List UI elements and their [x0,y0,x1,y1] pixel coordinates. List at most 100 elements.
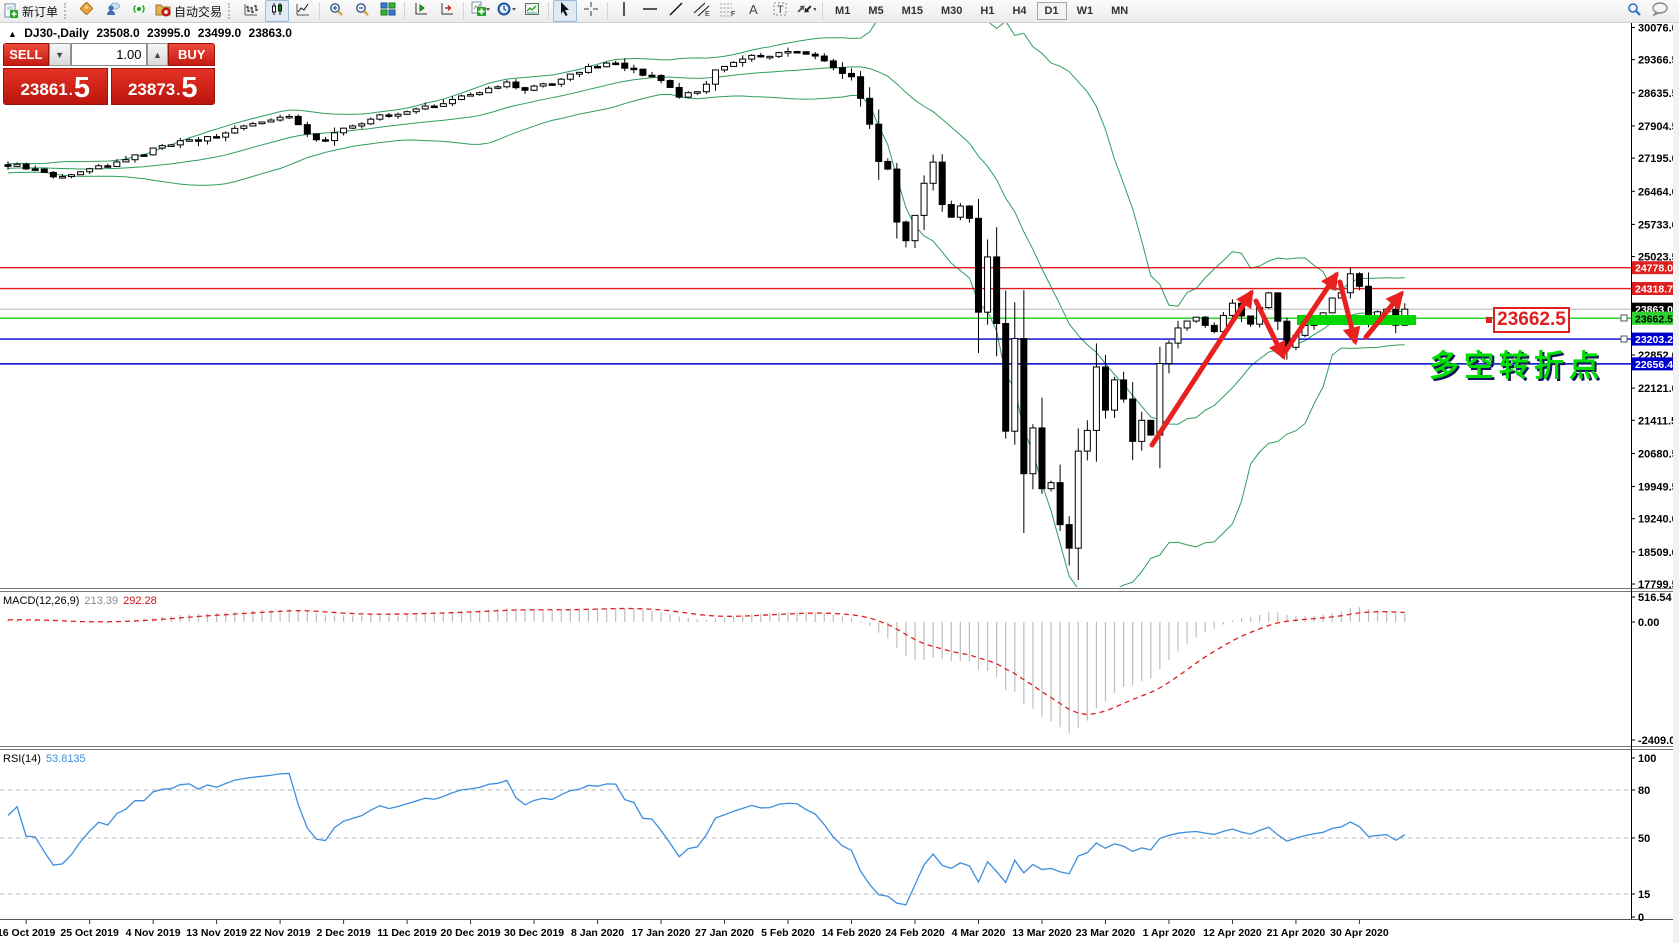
bar-chart-icon [243,1,259,22]
autotrading-button[interactable]: 自动交易 [153,0,224,22]
zoom-in-icon [328,1,344,22]
autotrading-label: 自动交易 [174,4,223,19]
timeframe-H1[interactable]: H1 [980,5,995,17]
timeframe-M5[interactable]: M5 [868,5,884,17]
macd-signal-value: 292.28 [123,595,157,607]
candlestick-chart-button[interactable] [265,0,290,22]
date-axis[interactable]: 16 Oct 2019 25 Oct 2019 4 Nov 2019 13 Nov 2… [0,920,1389,939]
new-order-button[interactable]: 新订单 [1,0,60,22]
fibonacci-icon: F [719,1,737,22]
support-bar[interactable] [1297,315,1416,325]
zoom-out-button[interactable] [350,0,374,22]
date-label: 22 Nov 2019 [250,927,311,939]
cursor-button[interactable] [553,0,578,22]
bar-low: 23499.0 [197,26,242,40]
timeframe-H4[interactable]: H4 [1012,5,1027,17]
sell-price-panel[interactable]: 23861 . 5 [3,68,108,105]
svg-text:24318.7: 24318.7 [1635,284,1673,296]
volume-input[interactable] [70,43,147,66]
templates-button[interactable] [520,0,544,22]
signal-icon [131,1,147,22]
macd-axis[interactable]: 516.54 0.00 -2409.06 [1631,592,1679,747]
arrows-button[interactable] [794,0,818,22]
svg-text:T: T [777,4,784,16]
periods-button[interactable] [494,0,518,22]
timeframe-M30[interactable]: M30 [941,5,963,17]
bar-high: 23995.0 [147,26,191,40]
timeframe-D1[interactable]: D1 [1036,2,1067,20]
chart-shift-button[interactable] [435,0,459,22]
trendline-button[interactable] [664,0,688,22]
price-tag-24318.7 [1632,282,1678,296]
zoom-out-icon [354,1,370,22]
callout-handle[interactable] [1486,317,1492,323]
vertical-line-icon [617,1,631,22]
turning-point-annotation[interactable]: 多空转折点 [1429,350,1604,383]
indicators-button[interactable] [468,0,492,22]
price-tag-23662.5 [1632,311,1678,325]
line-chart-button[interactable] [291,0,315,22]
svg-text:516.54: 516.54 [1638,592,1673,604]
macd-main-value: 213.39 [84,595,119,607]
svg-text:0: 0 [1638,912,1644,924]
toolbar: 新订单 自动交易 [0,0,1679,23]
vertical-line-button[interactable] [612,0,636,22]
svg-text:22656.4: 22656.4 [1635,359,1673,371]
date-label: 16 Oct 2019 [0,927,55,939]
buy-price-panel[interactable]: 23873 . 5 [110,68,215,105]
templates-icon [524,1,540,22]
text-button[interactable]: A [742,0,766,22]
chart-shift-icon [439,1,455,22]
channel-icon: E [693,1,711,22]
object-handles[interactable] [1620,314,1628,343]
date-label: 24 Feb 2020 [885,927,945,939]
horizontal-line-button[interactable] [638,0,662,22]
svg-text:24778.0: 24778.0 [1635,263,1673,275]
date-label: 17 Jan 2020 [632,927,691,939]
date-label: 20 Dec 2019 [440,927,500,939]
svg-text:F: F [731,11,735,17]
trend-arrow-1 [1253,298,1286,361]
rsi-axis[interactable]: 100 80 50 15 0 [1631,753,1656,924]
svg-text:23662.5: 23662.5 [1635,313,1673,325]
volume-up-button[interactable]: ▲ [146,43,169,66]
chat-button[interactable] [1648,0,1672,22]
svg-text:19240.0: 19240.0 [1638,514,1678,526]
timeframe-MN[interactable]: MN [1111,5,1129,17]
text-label-button[interactable]: T [768,0,792,22]
date-label: 13 Nov 2019 [186,927,247,939]
timeframe-W1[interactable]: W1 [1076,5,1094,17]
timeframe-M1[interactable]: M1 [835,5,851,17]
trend-arrows[interactable] [1149,271,1404,448]
market-watch-button[interactable] [75,0,99,22]
signal-button[interactable] [127,0,151,22]
channel-button[interactable]: E [690,0,714,22]
zoom-in-button[interactable] [324,0,348,22]
fibonacci-button[interactable]: F [716,0,740,22]
buy-price-dot: . [176,82,181,99]
price-callout-box[interactable]: 23662.5 [1493,307,1570,333]
sell-button[interactable]: SELL [3,43,49,66]
auto-scroll-button[interactable] [409,0,433,22]
search-button[interactable] [1622,0,1646,22]
price-axis[interactable]: 30076.0 29366.5 28635.5 27904.5 27195.0 26464… [1631,23,1678,592]
buy-button[interactable]: BUY [168,43,215,66]
tile-windows-icon [380,1,396,22]
rsi-label: RSI(14) 53.8135 [3,753,86,765]
svg-text:A: A [749,2,758,17]
periods-icon [496,1,517,22]
bar-chart-button[interactable] [239,0,263,22]
volume-down-button[interactable]: ▼ [48,43,71,66]
crosshair-button[interactable] [579,0,603,22]
bollinger-middle [7,66,1405,425]
timeframe-M15[interactable]: M15 [901,5,923,17]
date-label: 23 Mar 2020 [1076,927,1136,939]
svg-text:30076.0: 30076.0 [1638,23,1678,35]
date-label: 27 Jan 2020 [695,927,754,939]
tile-windows-button[interactable] [376,0,400,22]
date-label: 5 Feb 2020 [761,927,815,939]
support-bar-g[interactable] [1297,315,1416,325]
navigator-button[interactable] [101,0,125,22]
chart-symbol: DJ30-,Daily [24,26,89,40]
